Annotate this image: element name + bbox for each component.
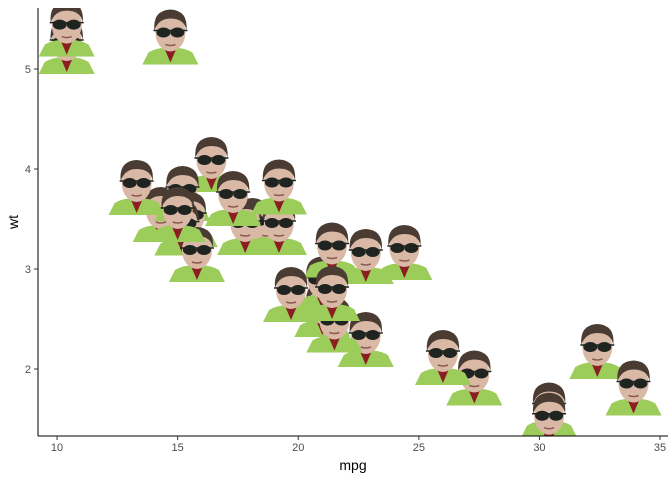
face-point	[141, 8, 200, 65]
face-point	[250, 158, 308, 215]
x-tick-label: 35	[654, 442, 666, 454]
y-axis-title: wt	[5, 215, 21, 230]
plot-panel	[38, 8, 663, 436]
x-tick-label: 25	[413, 442, 425, 454]
x-axis-title: mpg	[339, 457, 366, 473]
y-tick-label: 5	[25, 64, 31, 76]
x-tick-label: 20	[292, 442, 304, 454]
face-point	[568, 323, 627, 379]
face-point	[38, 8, 96, 57]
x-tick-label: 10	[51, 442, 63, 454]
x-tick-label: 15	[172, 442, 184, 454]
face-point	[520, 391, 578, 436]
y-tick-label: 4	[25, 164, 31, 176]
x-tick-label: 30	[533, 442, 545, 454]
y-tick-label: 2	[25, 364, 31, 376]
y-tick-label: 3	[25, 264, 31, 276]
face-point	[107, 159, 166, 215]
